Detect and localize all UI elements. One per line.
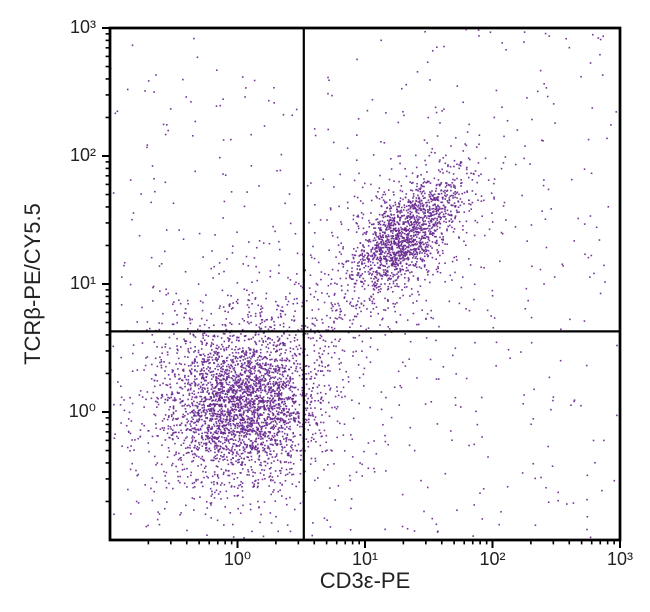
- x-tick-label: 10¹: [352, 549, 378, 569]
- chart-background: [0, 0, 650, 612]
- y-tick-label: 10³: [70, 17, 96, 37]
- x-tick-label: 10³: [607, 549, 633, 569]
- x-axis-label: CD3ε-PE: [320, 568, 411, 593]
- y-axis-label: TCRβ-PE/CY5.5: [20, 203, 45, 365]
- y-tick-label: 10¹: [70, 273, 96, 293]
- x-tick-label: 10⁰: [224, 549, 251, 569]
- y-tick-label: 10²: [70, 145, 96, 165]
- y-tick-label: 10⁰: [69, 401, 96, 421]
- x-tick-label: 10²: [479, 549, 505, 569]
